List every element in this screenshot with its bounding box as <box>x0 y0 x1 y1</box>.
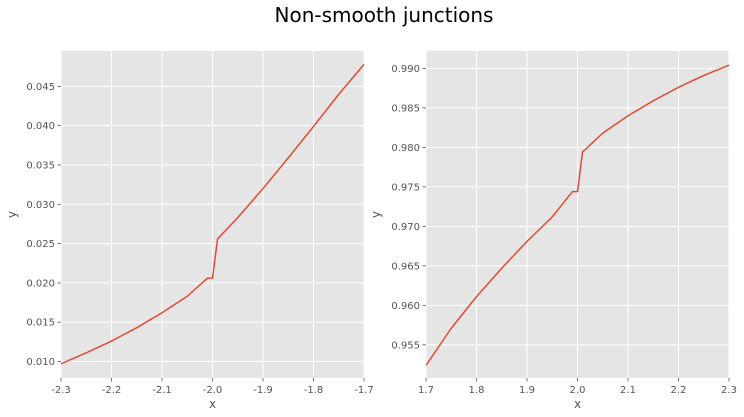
x-tick-label: 2.2 <box>671 385 687 396</box>
chart-title: Non-smooth junctions <box>275 3 494 27</box>
y-tick-label: 0.965 <box>391 261 420 272</box>
series-line <box>425 64 730 366</box>
y-tick-label: 0.030 <box>26 200 55 211</box>
x-tick-label: -2.1 <box>152 385 172 396</box>
x-tick-label: 2.3 <box>721 385 737 396</box>
x-tick-label: -1.9 <box>253 385 273 396</box>
x-tick-label: -1.8 <box>304 385 324 396</box>
x-axis-label: x <box>574 397 581 411</box>
x-tick-label: 2.0 <box>570 385 586 396</box>
y-tick-label: 0.025 <box>26 239 55 250</box>
y-tick-label: 0.985 <box>391 103 420 114</box>
y-axis-label: y <box>5 211 19 218</box>
y-tick-label: 0.045 <box>26 82 55 93</box>
left-panel: -2.3 -2.2 -2.1 -2.0 -1.9 -1.8 -1.7 0.010 0.015 0.… <box>5 51 374 411</box>
y-axis-label: y <box>369 211 383 218</box>
x-tick-label: -1.7 <box>354 385 374 396</box>
y-tick-label: 0.020 <box>26 278 55 289</box>
y-tick-label: 0.015 <box>26 318 55 329</box>
x-tick-label: 1.7 <box>418 385 434 396</box>
y-tick-label: 0.035 <box>26 160 55 171</box>
x-tick-label: -2.2 <box>102 385 122 396</box>
y-tick-label: 0.960 <box>391 301 420 312</box>
x-tick-label: 2.1 <box>620 385 636 396</box>
y-tick-label: 0.990 <box>391 64 420 75</box>
x-tick-label: 1.9 <box>519 385 535 396</box>
y-tick-label: 0.040 <box>26 121 55 132</box>
right-panel: 1.7 1.8 1.9 2.0 2.1 2.2 2.3 0.955 0.960 0.965 0.97… <box>369 51 737 411</box>
y-tick-label: 0.010 <box>26 357 55 368</box>
x-tick-label: -2.3 <box>51 385 71 396</box>
y-tick-label: 0.980 <box>391 143 420 154</box>
x-tick-label: 1.8 <box>469 385 485 396</box>
y-tick-label: 0.975 <box>391 182 420 193</box>
y-tick-label: 0.955 <box>391 340 420 351</box>
x-tick-label: -2.0 <box>203 385 223 396</box>
x-axis-label: x <box>209 397 216 411</box>
series-line <box>60 63 365 365</box>
y-tick-label: 0.970 <box>391 222 420 233</box>
